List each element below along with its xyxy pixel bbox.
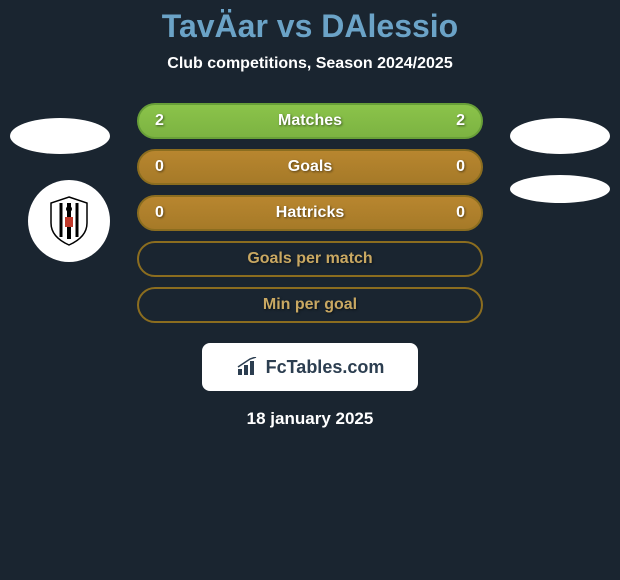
- stat-left-value: 0: [155, 204, 164, 222]
- subtitle: Club competitions, Season 2024/2025: [0, 55, 620, 73]
- stat-label: Goals: [288, 158, 332, 176]
- player-right-badge-placeholder-2: [510, 175, 610, 203]
- player-left-badge-placeholder: [10, 118, 110, 154]
- chart-icon: [236, 357, 260, 377]
- stat-row-hattricks: 0 Hattricks 0: [137, 195, 483, 231]
- club-badge-left: [28, 180, 110, 262]
- stat-label: Matches: [278, 112, 342, 130]
- stat-right-value: 0: [456, 158, 465, 176]
- player-right-badge-placeholder: [510, 118, 610, 154]
- stat-right-value: 0: [456, 204, 465, 222]
- comparison-widget: TavÄar vs DAlessio Club competitions, Se…: [0, 0, 620, 429]
- stat-label: Goals per match: [247, 250, 372, 268]
- stat-right-value: 2: [456, 112, 465, 130]
- stat-row-min-per-goal: Min per goal: [137, 287, 483, 323]
- brand-logo[interactable]: FcTables.com: [202, 343, 418, 391]
- stat-left-value: 2: [155, 112, 164, 130]
- stat-row-goals-per-match: Goals per match: [137, 241, 483, 277]
- stat-label: Min per goal: [263, 296, 357, 314]
- stats-area: 2 Matches 2 0 Goals 0 0 Hattricks 0 Goal…: [137, 103, 483, 323]
- page-title: TavÄar vs DAlessio: [0, 8, 620, 45]
- stat-label: Hattricks: [276, 204, 344, 222]
- club-shield-icon: [47, 195, 91, 247]
- stat-row-goals: 0 Goals 0: [137, 149, 483, 185]
- date-text: 18 january 2025: [0, 409, 620, 429]
- brand-text: FcTables.com: [266, 357, 385, 378]
- stat-row-matches: 2 Matches 2: [137, 103, 483, 139]
- stat-left-value: 0: [155, 158, 164, 176]
